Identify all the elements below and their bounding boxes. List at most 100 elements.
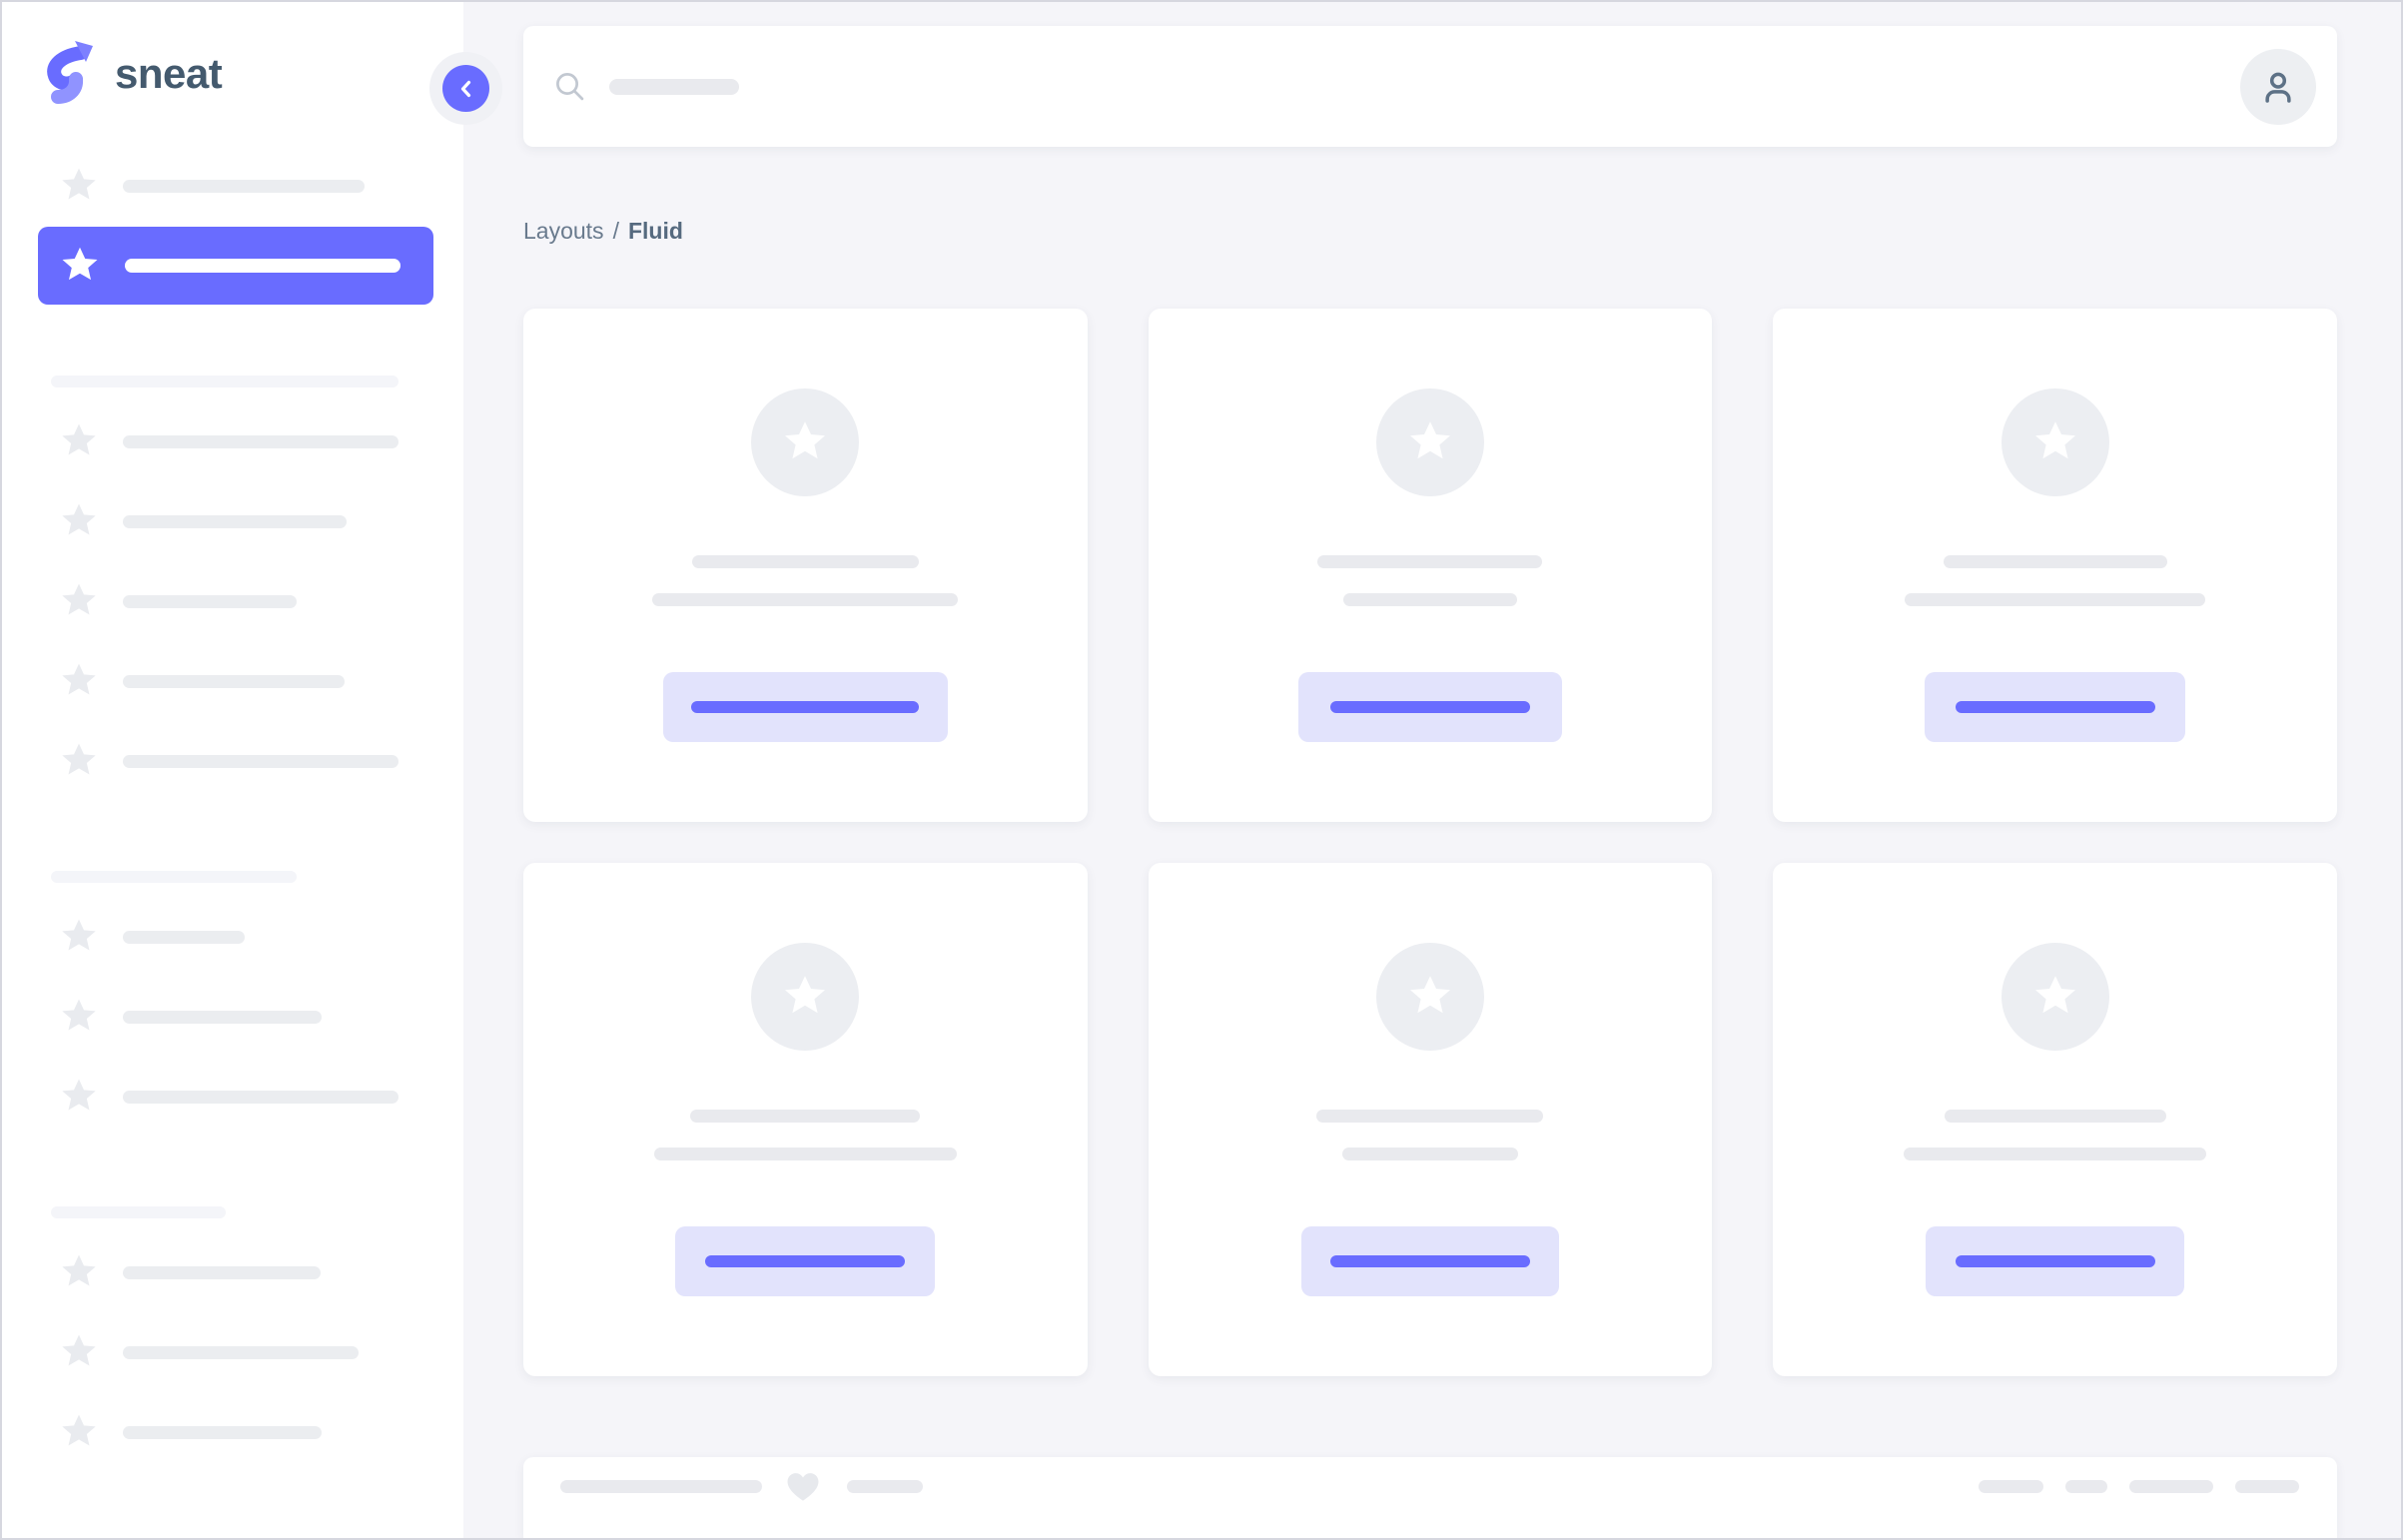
breadcrumb-parent[interactable]: Layouts: [523, 218, 604, 244]
sidebar-item-label-bar: [123, 434, 399, 448]
sidebar-item-label-bar: [123, 1265, 321, 1279]
footer: [523, 1457, 2337, 1538]
card-button-label-bar: [1329, 701, 1530, 713]
card: [1148, 863, 1713, 1376]
main-content: Layouts / Fluid: [463, 2, 2401, 1538]
sidebar-item-label-bar: [123, 754, 399, 768]
card-avatar: [751, 943, 860, 1051]
card: [523, 309, 1088, 822]
sidebar-collapse-button[interactable]: [442, 65, 489, 112]
sidebar-item-active[interactable]: [2, 226, 463, 306]
active-item-pill: [38, 227, 433, 305]
card-button[interactable]: [662, 672, 948, 742]
card: [1773, 309, 2337, 822]
sidebar-item[interactable]: [2, 1057, 463, 1137]
sidebar-item[interactable]: [2, 1392, 463, 1472]
card-subtitle-bar: [1905, 593, 2206, 606]
footer-link-bar[interactable]: [1979, 1479, 2043, 1493]
sidebar-item-label-bar: [123, 930, 245, 944]
sidebar-item-label-bar: [123, 514, 347, 528]
breadcrumb-separator: /: [612, 218, 619, 244]
footer-link-bar[interactable]: [2065, 1479, 2107, 1493]
sidebar-item-label-bar: [123, 1345, 359, 1359]
card-title-bar: [1944, 1110, 2166, 1123]
star-icon: [59, 661, 99, 701]
sidebar-item-label-bar: [125, 259, 400, 273]
sidebar-item[interactable]: [2, 721, 463, 801]
brand: sneat: [2, 2, 463, 146]
card-button[interactable]: [675, 1226, 936, 1296]
sidebar-item-label-bar: [123, 179, 365, 193]
card-subtitle-bar: [1904, 1148, 2207, 1160]
footer-row: [560, 1463, 2299, 1509]
card-button-label-bar: [1955, 1255, 2155, 1267]
star-icon: [2031, 973, 2079, 1021]
star-icon: [2031, 418, 2079, 466]
card-title-bar: [691, 555, 919, 568]
sidebar-item[interactable]: [2, 977, 463, 1057]
sidebar-section-label: [2, 362, 463, 401]
sidebar-item[interactable]: [2, 561, 463, 641]
star-icon: [781, 418, 829, 466]
footer-link-bar[interactable]: [2129, 1479, 2213, 1493]
card-grid: [523, 309, 2337, 1376]
sidebar-item[interactable]: [2, 1232, 463, 1312]
card: [523, 863, 1088, 1376]
star-icon: [59, 997, 99, 1037]
breadcrumb-current: Fluid: [627, 218, 683, 244]
sidebar-item[interactable]: [2, 481, 463, 561]
card-avatar: [2001, 943, 2109, 1051]
star-icon: [59, 1332, 99, 1372]
card-avatar: [1375, 388, 1484, 496]
sneat-logo-icon: [47, 40, 93, 108]
sidebar: sneat: [2, 2, 489, 1538]
card-button-label-bar: [1329, 1255, 1530, 1267]
breadcrumb: Layouts / Fluid: [523, 217, 2337, 246]
star-icon: [59, 581, 99, 621]
card-subtitle-bar: [653, 1148, 957, 1160]
star-icon: [59, 501, 99, 541]
sidebar-item-label-bar: [123, 1090, 399, 1104]
card-avatar: [2001, 388, 2109, 496]
card-subtitle-bar: [1342, 593, 1517, 606]
sidebar-item-label-bar: [123, 1010, 322, 1024]
footer-links: [1979, 1479, 2299, 1493]
sidebar-item[interactable]: [2, 401, 463, 481]
user-avatar-button[interactable]: [2240, 48, 2316, 125]
star-icon: [59, 1077, 99, 1117]
star-icon: [1406, 418, 1454, 466]
star-icon: [1406, 973, 1454, 1021]
sidebar-item[interactable]: [2, 146, 463, 226]
footer-text-bar: [560, 1479, 762, 1493]
star-icon: [59, 741, 99, 781]
star-icon: [59, 166, 99, 206]
card-button[interactable]: [1297, 672, 1562, 742]
card-subtitle-bar: [652, 593, 959, 606]
star-icon: [59, 421, 99, 461]
sidebar-item[interactable]: [2, 1312, 463, 1392]
star-icon: [781, 973, 829, 1021]
search-input[interactable]: [553, 26, 2240, 147]
search-placeholder-bar: [609, 78, 739, 95]
brand-name: sneat: [115, 50, 223, 97]
card-button[interactable]: [1925, 672, 2186, 742]
card-button-label-bar: [1955, 701, 2155, 713]
card-button-label-bar: [705, 1255, 906, 1267]
footer-text-bar: [847, 1479, 923, 1493]
card-button[interactable]: [1300, 1226, 1559, 1296]
card-button-label-bar: [691, 701, 920, 713]
sidebar-item-label-bar: [123, 1425, 322, 1439]
section-label-bar: [51, 376, 399, 387]
card-title-bar: [1316, 1110, 1544, 1123]
footer-link-bar[interactable]: [2235, 1479, 2299, 1493]
star-icon: [59, 245, 101, 287]
sidebar-item[interactable]: [2, 897, 463, 977]
sidebar-item[interactable]: [2, 641, 463, 721]
card-subtitle-bar: [1341, 1148, 1518, 1160]
star-icon: [59, 1412, 99, 1452]
card-button[interactable]: [1926, 1226, 2185, 1296]
card-title-bar: [690, 1110, 921, 1123]
card-title-bar: [1317, 555, 1543, 568]
card: [1773, 863, 2337, 1376]
search-icon: [553, 70, 586, 103]
